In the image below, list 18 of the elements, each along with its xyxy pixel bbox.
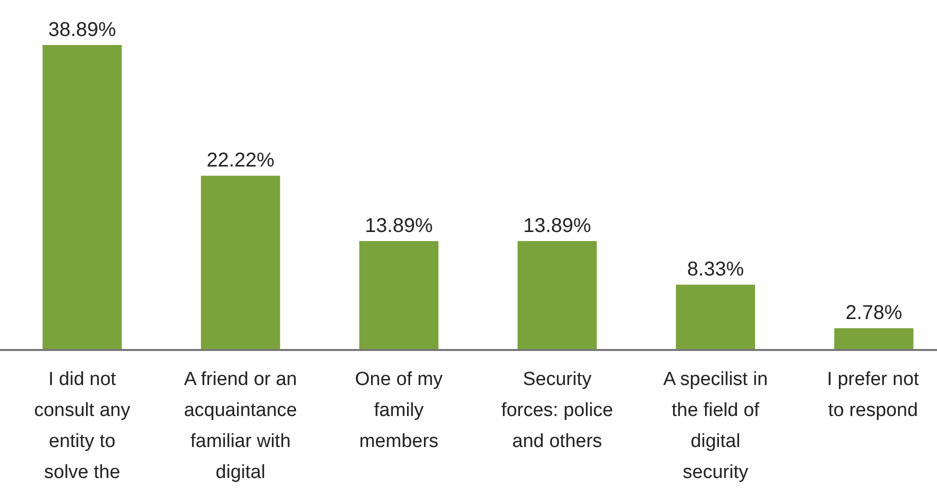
data-label: 38.89% <box>48 19 116 41</box>
x-tick-label: One of my family members <box>355 369 444 452</box>
bar <box>676 284 756 350</box>
bar <box>834 328 914 350</box>
bar <box>42 45 122 350</box>
x-tick-label: A friend or an acquaintance familiar with digital <box>184 369 298 483</box>
x-tick-label: I prefer not to respond <box>827 369 920 421</box>
x-tick-label: I did not consult any entity to solve the <box>34 369 131 483</box>
bar <box>200 176 280 350</box>
data-label: 8.33% <box>687 258 744 281</box>
bar <box>518 241 597 350</box>
data-label: 22.22% <box>206 150 275 172</box>
x-tick-label: Security forces: police and others <box>501 369 614 452</box>
data-label: 13.89% <box>364 215 433 238</box>
bar <box>359 241 438 350</box>
data-label: 2.78% <box>845 302 902 324</box>
x-tick-label: A specilist in the field of digital security <box>663 369 768 483</box>
data-label: 13.89% <box>523 215 592 238</box>
